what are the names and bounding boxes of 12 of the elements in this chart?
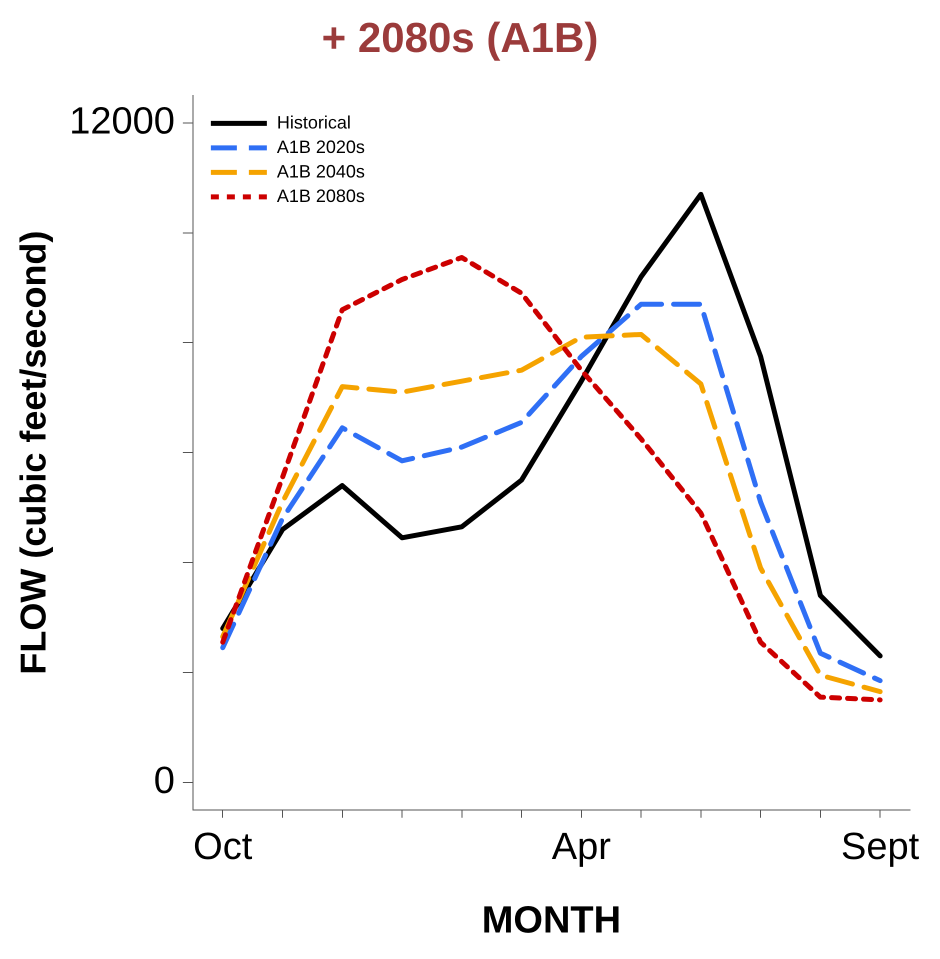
x-axis-title: MONTH bbox=[482, 900, 622, 942]
legend-label: A1B 2020s bbox=[276, 136, 365, 157]
y-tick-label: 0 bbox=[154, 760, 175, 802]
legend-label: Historical bbox=[276, 112, 351, 132]
legend-label: A1B 2040s bbox=[276, 161, 365, 182]
x-tick-label: Sept bbox=[841, 826, 920, 868]
chart-title: + 2080s (A1B) bbox=[322, 14, 598, 61]
y-tick-label: 12000 bbox=[69, 100, 175, 142]
legend-label: A1B 2080s bbox=[276, 186, 365, 206]
y-axis-title: FLOW (cubic feet/second) bbox=[12, 230, 54, 675]
x-tick-label: Oct bbox=[193, 826, 253, 868]
x-tick-label: Apr bbox=[552, 826, 612, 868]
